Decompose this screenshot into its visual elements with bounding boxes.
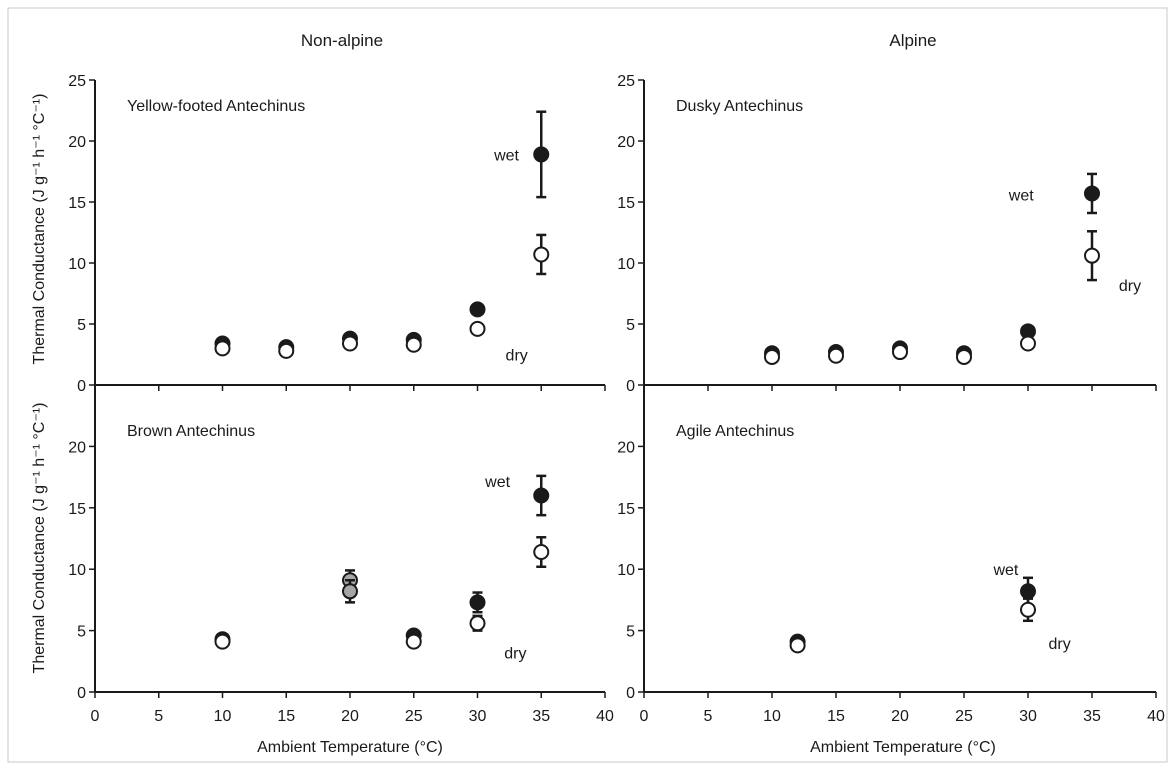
x-tick-label: 5 <box>154 708 163 725</box>
x-tick-label: 25 <box>955 708 973 725</box>
data-point <box>1020 335 1036 352</box>
y-tick-label: 20 <box>68 134 86 151</box>
data-point <box>533 146 550 163</box>
x-tick-label: 20 <box>341 708 359 725</box>
x-tick-label: 35 <box>1083 708 1101 725</box>
data-point <box>789 637 806 654</box>
y-tick-label: 10 <box>617 562 635 579</box>
data-point <box>892 344 908 361</box>
x-tick-label: 10 <box>763 708 781 725</box>
data-point <box>1020 583 1036 600</box>
series-annotation: wet <box>493 147 519 164</box>
y-tick-label: 5 <box>77 317 86 334</box>
y-tick-label: 0 <box>77 378 86 395</box>
column-title-alpine: Alpine <box>889 31 936 50</box>
x-tick-label: 40 <box>596 708 614 725</box>
y-tick-label: 15 <box>68 195 86 212</box>
panel-agile: 0 5 10 15 20 0 5 10 15 20 25 30 35 40 Agile Antechinus… <box>617 385 1165 725</box>
data-point <box>342 583 358 600</box>
series-annotation: wet <box>1008 188 1034 205</box>
data-point <box>828 347 844 364</box>
series-annotation: dry <box>1048 636 1070 653</box>
series-annotation: dry <box>1119 278 1141 295</box>
y-tick-label: 20 <box>68 439 86 456</box>
y-axis-label-top: Thermal Conductance (J g⁻¹ h⁻¹ °C⁻¹) <box>31 94 48 365</box>
series-annotation: wet <box>992 562 1018 579</box>
panel-title: Agile Antechinus <box>676 423 794 440</box>
data-point <box>533 544 550 561</box>
x-tick-label: 30 <box>1019 708 1037 725</box>
panel-title: Yellow-footed Antechinus <box>127 98 305 115</box>
x-tick-label: 25 <box>405 708 423 725</box>
x-tick-label: 35 <box>532 708 550 725</box>
y-tick-label: 0 <box>77 685 86 702</box>
y-axis-label-bottom: Thermal Conductance (J g⁻¹ h⁻¹ °C⁻¹) <box>31 403 48 674</box>
series-annotation: dry <box>504 646 526 663</box>
x-tick-label: 10 <box>214 708 232 725</box>
x-tick-label: 15 <box>827 708 845 725</box>
y-tick-label: 5 <box>626 624 635 641</box>
y-tick-label: 5 <box>626 317 635 334</box>
x-axis-label-right: Ambient Temperature (°C) <box>810 739 996 756</box>
data-point <box>469 594 486 611</box>
data-point <box>956 348 972 365</box>
data-point <box>405 336 422 353</box>
y-tick-label: 15 <box>617 195 635 212</box>
data-point <box>469 615 486 632</box>
y-tick-label: 20 <box>617 439 635 456</box>
x-tick-label: 40 <box>1147 708 1165 725</box>
data-point <box>533 246 550 263</box>
data-point <box>764 348 780 365</box>
data-point <box>214 633 231 650</box>
panel-title: Brown Antechinus <box>127 423 255 440</box>
y-tick-label: 10 <box>68 256 86 273</box>
data-point <box>278 342 295 359</box>
data-point <box>1084 185 1100 202</box>
x-tick-label: 20 <box>891 708 909 725</box>
data-point <box>214 340 231 357</box>
panel-brown: 0 5 10 15 20 0 5 10 15 20 25 30 35 40 Brown Antechinus… <box>68 385 614 725</box>
y-tick-label: 15 <box>68 501 86 518</box>
x-tick-label: 5 <box>704 708 713 725</box>
y-tick-label: 5 <box>77 624 86 641</box>
y-tick-label: 15 <box>617 501 635 518</box>
y-tick-label: 20 <box>617 134 635 151</box>
x-tick-label: 30 <box>469 708 487 725</box>
x-tick-label: 0 <box>640 708 649 725</box>
x-tick-label: 15 <box>277 708 295 725</box>
y-tick-label: 10 <box>617 256 635 273</box>
y-tick-label: 0 <box>626 378 635 395</box>
y-tick-label: 0 <box>626 685 635 702</box>
y-tick-label: 10 <box>68 562 86 579</box>
series-annotation: wet <box>484 474 510 491</box>
data-point <box>342 335 358 352</box>
panel-dusky: 0 5 10 15 20 25 Dusky Antechinus wet dry <box>617 73 1157 395</box>
data-point <box>469 301 486 318</box>
data-point <box>1084 247 1100 264</box>
x-axis-label-left: Ambient Temperature (°C) <box>257 739 443 756</box>
column-title-non-alpine: Non-alpine <box>301 31 383 50</box>
panel-title: Dusky Antechinus <box>676 98 803 115</box>
data-point <box>533 487 550 504</box>
series-annotation: dry <box>506 348 528 365</box>
data-point <box>405 633 422 650</box>
y-tick-label: 25 <box>617 73 635 90</box>
data-point <box>1020 601 1036 618</box>
y-tick-label: 25 <box>68 73 86 90</box>
panel-yellow-footed: 0 5 10 15 20 25 Yellow-footed Antechinus wet dry <box>68 73 606 395</box>
x-tick-label: 0 <box>91 708 100 725</box>
data-point <box>469 320 486 337</box>
